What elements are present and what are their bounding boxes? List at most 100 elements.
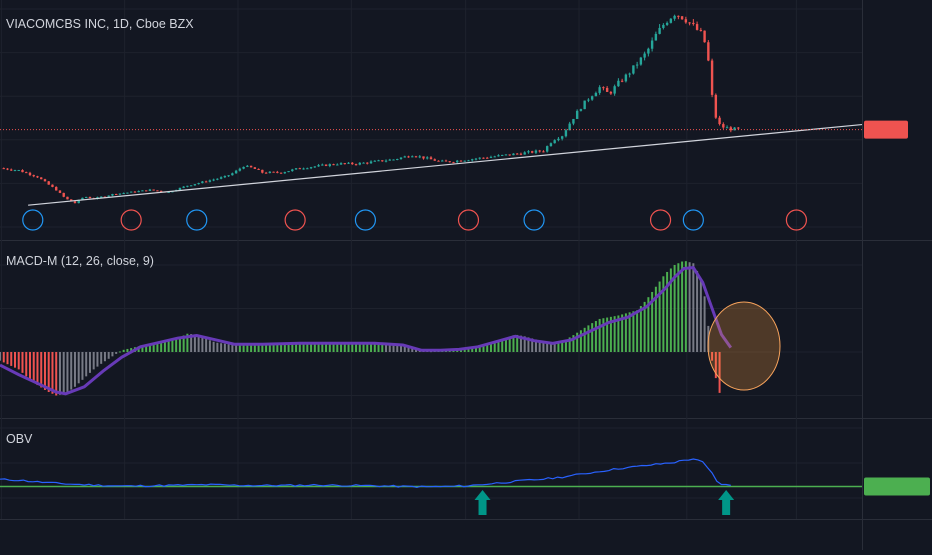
candle-body	[545, 146, 549, 152]
candle-body	[429, 157, 433, 160]
macd-histogram-bar	[684, 261, 687, 352]
macd-histogram-bar	[519, 335, 522, 352]
price-pane[interactable]	[0, 14, 863, 231]
macd-histogram-bar	[313, 343, 316, 352]
candle-body	[512, 153, 515, 156]
candle-body	[564, 130, 568, 137]
macd-histogram-bar	[632, 311, 635, 352]
macd-histogram-bar	[208, 340, 211, 352]
candle-body	[13, 170, 17, 172]
candle-body	[279, 172, 283, 174]
macd-title[interactable]: MACD-M (12, 26, close, 9)	[6, 254, 154, 268]
symbol-title[interactable]: VIACOMCBS INC, 1D, Cboe BZX	[6, 17, 194, 31]
macd-histogram-bar	[302, 343, 305, 352]
earnings-marker	[284, 209, 306, 231]
candle-body	[478, 157, 481, 159]
candle-body	[73, 201, 77, 204]
macd-histogram-bar	[197, 335, 200, 352]
candle-body	[339, 163, 343, 165]
macd-histogram-bar	[287, 344, 290, 352]
macd-histogram-bar	[579, 330, 582, 352]
macd-histogram-bar	[336, 343, 339, 352]
macd-histogram-bar	[568, 337, 571, 352]
macd-histogram-bar	[482, 345, 485, 352]
macd-histogram-bar	[489, 342, 492, 352]
macd-histogram-bar	[13, 352, 16, 368]
macd-histogram-bar	[651, 291, 654, 352]
highlight-ellipse	[707, 301, 781, 391]
candle-body	[231, 173, 234, 176]
obv-title[interactable]: OBV	[6, 432, 33, 446]
macd-histogram-bar	[58, 352, 61, 395]
candle-body	[336, 164, 339, 166]
candle-body	[560, 136, 564, 139]
candle-body	[403, 156, 406, 158]
candle-body	[411, 156, 414, 158]
candle-body	[538, 150, 541, 152]
macd-histogram-bar	[152, 344, 155, 352]
candle-body	[313, 166, 317, 168]
candle-body	[714, 94, 718, 118]
macd-histogram-bar	[366, 343, 369, 352]
candle-body	[212, 179, 215, 181]
candle-body	[737, 127, 740, 129]
macd-histogram-bar	[471, 347, 474, 352]
candle-body	[519, 153, 523, 155]
macd-histogram-bar	[62, 352, 65, 395]
candle-body	[658, 27, 661, 34]
macd-histogram-bar	[298, 343, 301, 352]
macd-histogram-bar	[160, 342, 163, 352]
candle-body	[272, 171, 275, 173]
obv-pane[interactable]	[0, 458, 862, 515]
candle-body	[463, 160, 466, 162]
candle-body	[602, 87, 605, 89]
candle-body	[219, 177, 223, 179]
candle-body	[197, 183, 200, 185]
macd-histogram-bar	[606, 317, 609, 352]
macd-histogram-bar	[699, 278, 702, 352]
macd-histogram-bar	[658, 281, 661, 352]
macd-histogram-bar	[355, 343, 358, 352]
macd-histogram-bar	[6, 352, 9, 365]
candle-body	[189, 185, 193, 187]
candle-body	[647, 48, 650, 54]
candle-body	[414, 156, 418, 158]
candle-body	[193, 184, 197, 186]
candle-body	[28, 172, 32, 176]
macd-histogram-bar	[261, 345, 264, 352]
candle-body	[508, 154, 511, 156]
macd-pane[interactable]	[0, 261, 781, 396]
macd-histogram-bar	[362, 343, 365, 352]
macd-histogram-bar	[32, 352, 35, 383]
macd-histogram-bar	[118, 351, 121, 353]
macd-histogram-bar	[193, 334, 196, 352]
candle-body	[201, 181, 204, 184]
macd-histogram-bar	[235, 345, 238, 352]
macd-histogram-bar	[602, 318, 605, 352]
candle-body	[268, 171, 272, 174]
candle-body	[523, 152, 526, 155]
macd-histogram-bar	[186, 333, 189, 352]
candle-body	[426, 157, 429, 159]
macd-histogram-bar	[0, 352, 1, 361]
candle-body	[99, 196, 103, 198]
candle-body	[639, 57, 643, 65]
candle-body	[598, 87, 601, 93]
macd-histogram-bar	[534, 339, 537, 352]
macd-histogram-bar	[478, 345, 481, 352]
candle-body	[381, 160, 384, 162]
candle-body	[347, 162, 350, 164]
candle-body	[572, 118, 575, 124]
macd-histogram-bar	[639, 306, 642, 352]
macd-histogram-bar	[325, 343, 328, 352]
macd-histogram-bar	[400, 344, 403, 352]
macd-histogram-bar	[711, 352, 714, 361]
macd-histogram-bar	[628, 312, 631, 352]
candle-body	[575, 110, 579, 119]
candle-body	[246, 165, 249, 167]
macd-histogram-bar	[583, 327, 586, 352]
macd-histogram-bar	[51, 352, 54, 394]
candle-body	[699, 29, 703, 31]
axis-layer	[864, 120, 930, 496]
